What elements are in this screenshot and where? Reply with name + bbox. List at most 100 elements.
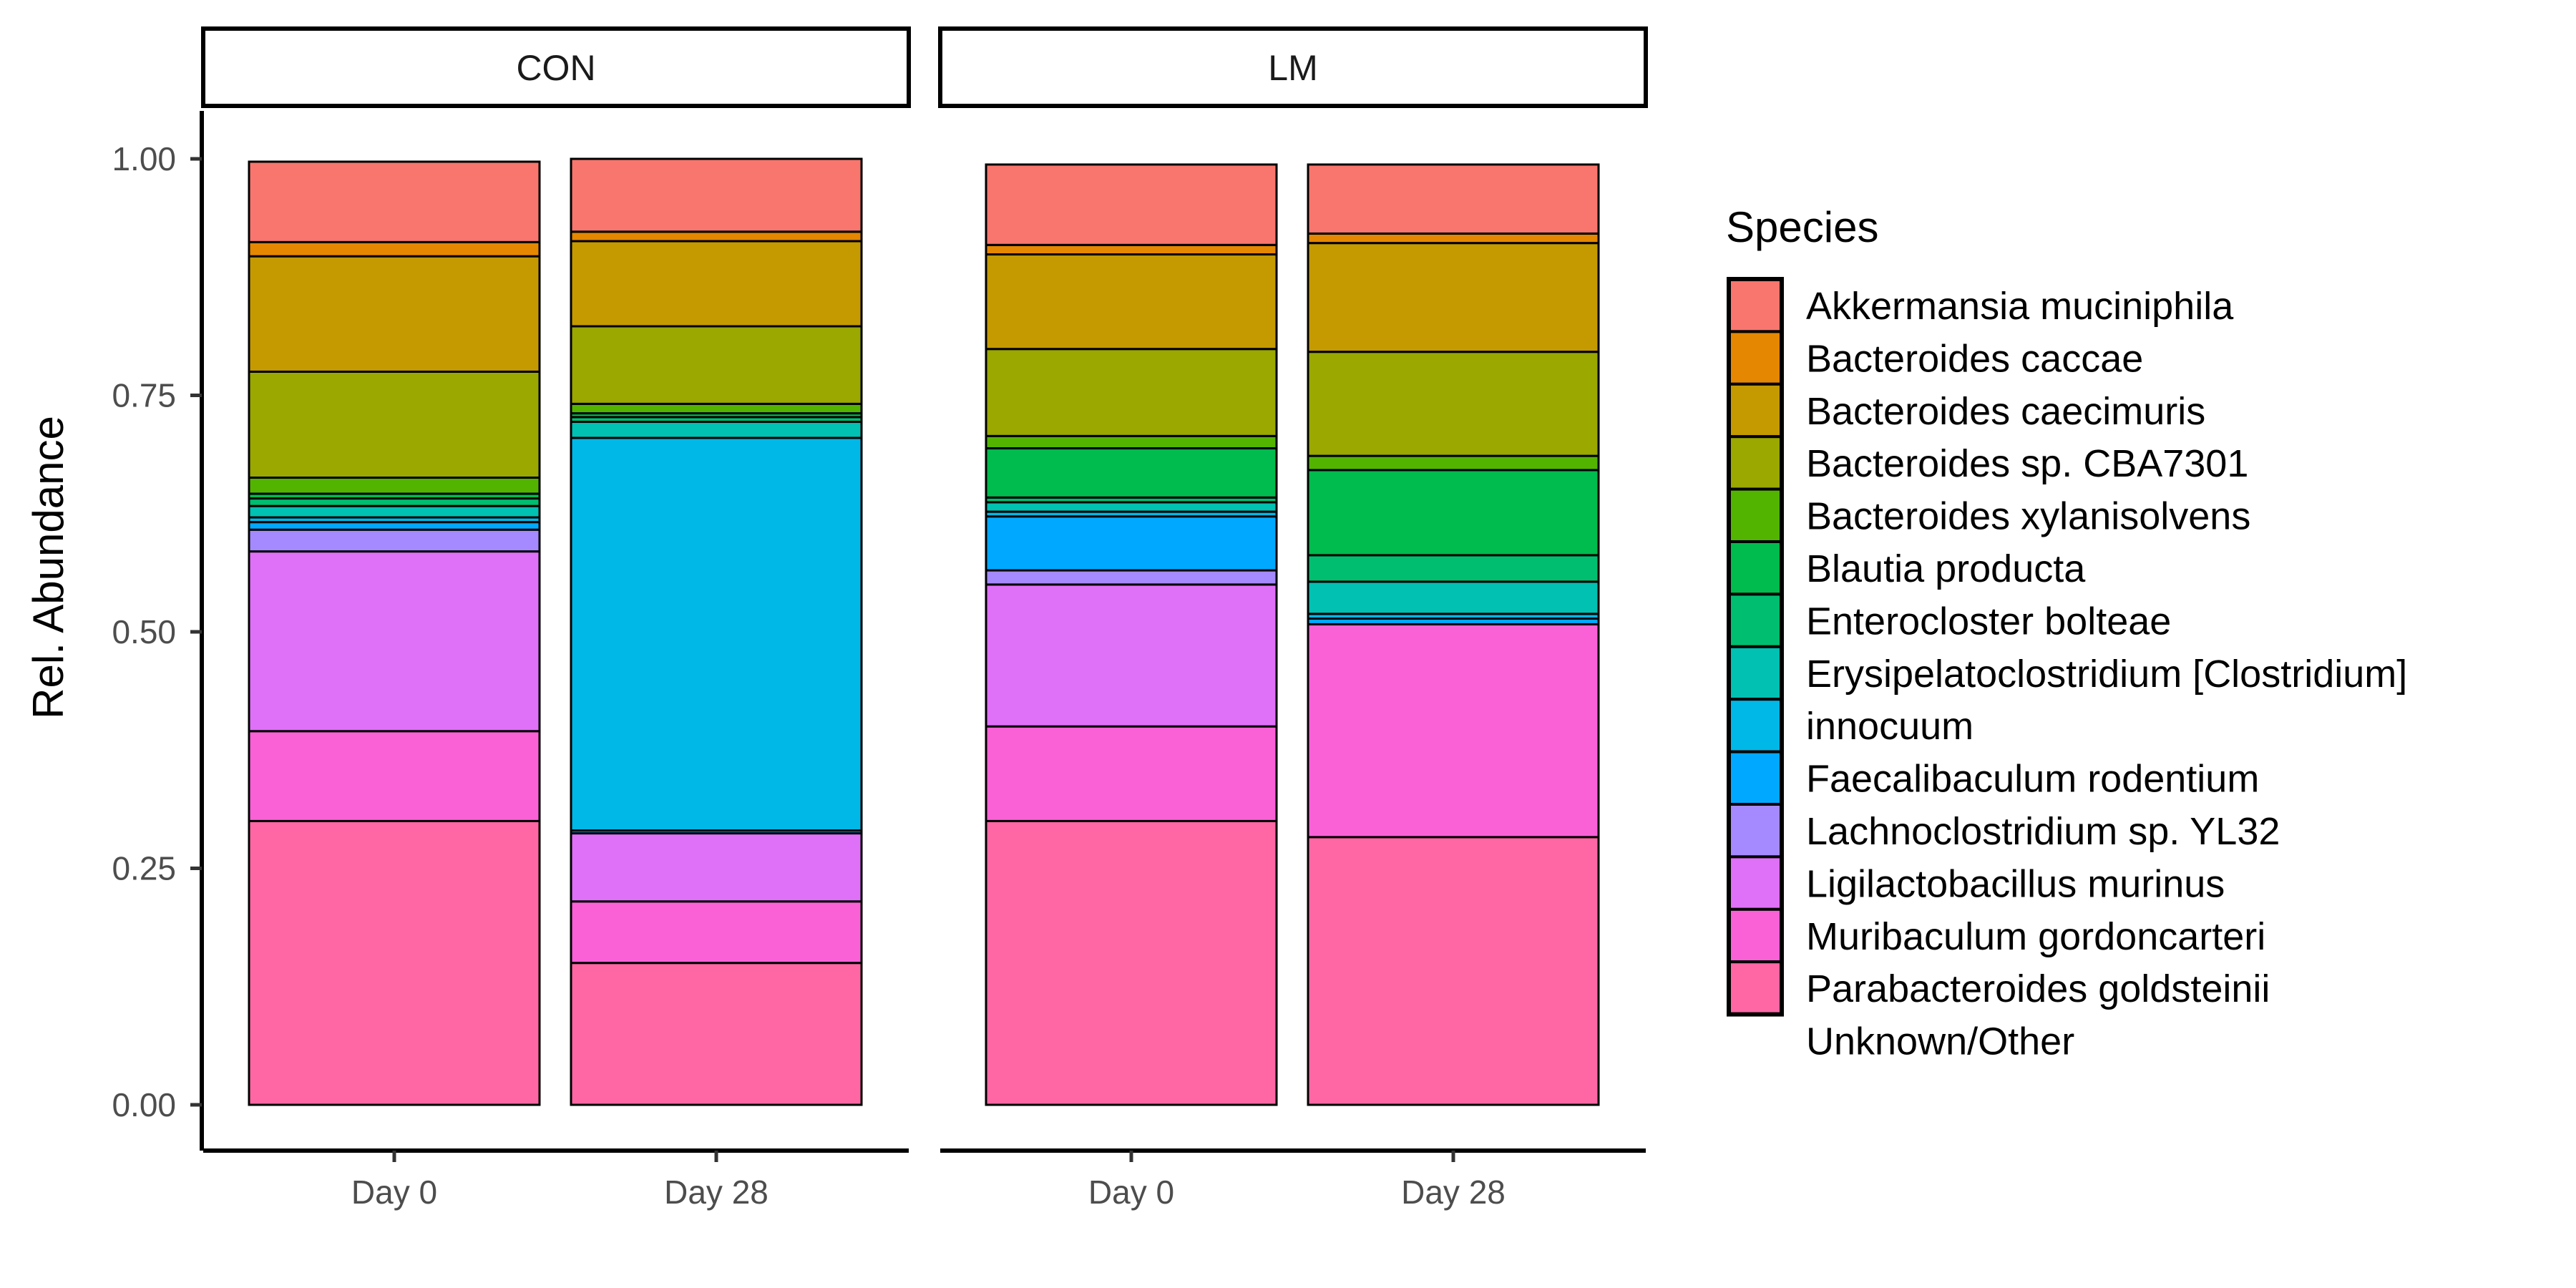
facet-panel-lm: LM Day 0 Day 28 <box>938 26 1648 1211</box>
legend-item <box>1727 540 1783 596</box>
bar-segment <box>985 819 1278 1106</box>
x-tick-label: Day 28 <box>664 1174 769 1211</box>
y-axis-title: Rel. Abundance <box>24 416 72 719</box>
bar-segment <box>570 962 863 1106</box>
legend-label: innocuum <box>1806 705 1974 748</box>
bar-segment <box>985 515 1278 572</box>
bar-segment <box>985 569 1278 586</box>
legend-label: Blautia producta <box>1806 547 2086 590</box>
legend-item <box>1727 750 1783 806</box>
y-tick-label: 0.50 <box>112 613 176 650</box>
bar-segment <box>570 900 863 965</box>
legend-label: Bacteroides xylanisolvens <box>1806 495 2250 538</box>
y-tick-label: 0.00 <box>112 1086 176 1123</box>
bar-segment <box>1307 554 1600 583</box>
bar-segment <box>248 477 541 495</box>
legend-frame <box>1727 277 1784 1017</box>
legend-label: Muribaculum gordoncarteri <box>1806 915 2265 958</box>
bar-segment <box>1307 580 1600 615</box>
legend-key <box>1727 382 1783 439</box>
bar-segment <box>1307 351 1600 457</box>
bar-segment <box>248 370 541 479</box>
bar-segment <box>1307 232 1600 245</box>
bar-segment <box>1307 163 1600 235</box>
bar-segment <box>248 521 541 531</box>
stacked-bar <box>985 163 1278 1106</box>
legend-item <box>1727 592 1783 648</box>
legend-title: Species <box>1726 203 1878 251</box>
bar-segment <box>570 421 863 439</box>
bar-segment <box>570 402 863 415</box>
stacked-bar <box>1307 163 1600 1106</box>
stacked-bar <box>570 157 863 1106</box>
legend-label: Bacteroides caccae <box>1806 337 2143 380</box>
bar-segment <box>985 447 1278 499</box>
legend-key <box>1727 750 1783 806</box>
y-tick-label: 0.25 <box>112 850 176 887</box>
legend-label: Faecalibaculum rodentium <box>1806 758 2259 801</box>
x-tick-label: Day 0 <box>351 1174 437 1211</box>
legend-item <box>1727 278 1783 333</box>
legend-label: Unknown/Other <box>1806 1020 2074 1063</box>
bar-segment <box>985 725 1278 822</box>
bar-segment <box>570 832 863 903</box>
legend-item <box>1727 330 1783 386</box>
bar-segment <box>248 550 541 733</box>
legend-item <box>1727 382 1783 439</box>
bar-segment <box>1307 454 1600 472</box>
bar-segment <box>570 325 863 405</box>
legend-key <box>1727 803 1783 859</box>
legend: Akkermansia muciniphila Bacteroides cacca… <box>1727 277 2407 1063</box>
legend-item <box>1727 803 1783 859</box>
stacked-bar <box>248 160 541 1106</box>
legend-label: Erysipelatoclostridium [Clostridium] <box>1806 653 2407 696</box>
bar-segment <box>985 243 1278 256</box>
bar-segment <box>985 348 1278 437</box>
bar-segment <box>248 528 541 553</box>
bar-segment <box>985 253 1278 351</box>
bar-segment <box>248 730 541 822</box>
facet-label: LM <box>1268 48 1317 88</box>
bar-segment <box>1307 242 1600 353</box>
legend-item <box>1727 907 1783 964</box>
facet-strip <box>201 26 911 108</box>
legend-item <box>1727 645 1783 701</box>
bar-segment <box>1307 836 1600 1106</box>
x-tick-label: Day 28 <box>1401 1174 1506 1211</box>
bar-segment <box>570 157 863 233</box>
legend-label: Bacteroides sp. CBA7301 <box>1806 442 2248 485</box>
legend-item <box>1727 960 1783 1016</box>
bar-segment <box>985 583 1278 728</box>
bar-segment <box>248 240 541 258</box>
bar-segment <box>985 501 1278 513</box>
y-axis: 0.00 0.25 0.50 0.75 1.00 <box>112 111 204 1151</box>
bar-segment <box>248 160 541 243</box>
legend-key <box>1727 698 1783 753</box>
bar-segment <box>985 163 1278 246</box>
legend-key <box>1727 487 1783 543</box>
legend-label: Bacteroides caecimuris <box>1806 390 2205 433</box>
legend-key <box>1727 645 1783 701</box>
legend-label: Ligilactobacillus murinus <box>1806 862 2225 905</box>
legend-item <box>1727 698 1783 753</box>
bar-segment <box>570 436 863 832</box>
legend-key <box>1727 330 1783 386</box>
bar-segment <box>248 255 541 373</box>
legend-key <box>1727 855 1783 911</box>
legend-key <box>1727 435 1783 491</box>
bar-segment <box>248 497 541 507</box>
legend-key <box>1727 540 1783 596</box>
legend-item <box>1727 855 1783 911</box>
y-tick-label: 0.75 <box>112 377 176 414</box>
legend-label: Lachnoclostridium sp. YL32 <box>1806 810 2280 853</box>
x-tick-label: Day 0 <box>1088 1174 1174 1211</box>
facet-panel-con: CON Day 0 Day 28 <box>201 26 911 1211</box>
legend-label: Parabacteroides goldsteinii <box>1806 967 2270 1010</box>
legend-key <box>1727 907 1783 964</box>
bar-segment <box>985 434 1278 450</box>
bar-segment <box>570 240 863 328</box>
legend-key <box>1727 592 1783 648</box>
bar-segment <box>570 230 863 243</box>
legend-item <box>1727 487 1783 543</box>
bar-segment <box>1307 469 1600 557</box>
